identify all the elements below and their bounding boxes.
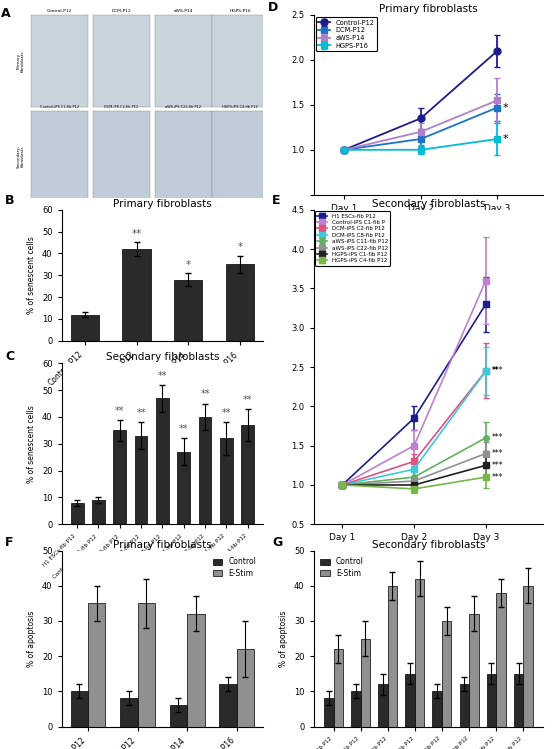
Text: Primary
fibroblasts: Primary fibroblasts bbox=[17, 50, 25, 72]
Bar bbox=[71, 691, 88, 727]
Bar bbox=[241, 425, 254, 524]
Bar bbox=[378, 685, 388, 727]
Bar bbox=[138, 604, 155, 727]
Bar bbox=[405, 674, 415, 727]
Text: aWS-iPS C22-fib P12: aWS-iPS C22-fib P12 bbox=[165, 105, 202, 109]
Bar bbox=[334, 649, 343, 727]
Bar bbox=[31, 15, 88, 107]
Bar bbox=[71, 503, 83, 524]
Title: Primary fibroblasts: Primary fibroblasts bbox=[379, 4, 478, 14]
Text: *: * bbox=[503, 134, 508, 144]
Bar bbox=[460, 685, 469, 727]
Legend: H1 ESCs-fib P12, Control-iPS C1-fib P, DCM-iPS C2-fib P12, DCM-iPS C8-fib P12, a: H1 ESCs-fib P12, Control-iPS C1-fib P, D… bbox=[315, 211, 390, 266]
Bar bbox=[92, 500, 105, 524]
Bar bbox=[199, 417, 212, 524]
Bar bbox=[178, 452, 190, 524]
Title: Secondary fibroblasts: Secondary fibroblasts bbox=[372, 199, 485, 209]
Bar bbox=[415, 579, 424, 727]
Bar bbox=[496, 592, 506, 727]
Bar bbox=[442, 621, 451, 727]
Bar bbox=[88, 604, 105, 727]
Text: D: D bbox=[268, 1, 278, 13]
Text: Control-P12: Control-P12 bbox=[47, 10, 72, 13]
Y-axis label: % of senescent cells: % of senescent cells bbox=[27, 237, 36, 314]
Text: **: ** bbox=[243, 395, 253, 405]
Text: ***: *** bbox=[492, 433, 503, 443]
Bar bbox=[170, 706, 187, 727]
Title: Secondary fibroblasts: Secondary fibroblasts bbox=[106, 353, 219, 363]
Bar bbox=[155, 111, 212, 202]
Text: Control-iPS C1-fib P12: Control-iPS C1-fib P12 bbox=[40, 105, 80, 109]
Bar bbox=[212, 15, 268, 107]
Text: ***: *** bbox=[492, 449, 503, 458]
Title: Secondary fibroblasts: Secondary fibroblasts bbox=[372, 540, 485, 550]
Text: **: ** bbox=[179, 425, 189, 434]
Title: Primary fibroblasts: Primary fibroblasts bbox=[113, 540, 212, 550]
Text: G: G bbox=[272, 536, 283, 550]
Bar bbox=[31, 111, 88, 202]
Text: B: B bbox=[5, 194, 15, 207]
Text: **: ** bbox=[492, 366, 500, 375]
Legend: Control, E-Stim: Control, E-Stim bbox=[318, 554, 367, 580]
Bar bbox=[71, 315, 99, 341]
Bar bbox=[155, 15, 212, 107]
Bar bbox=[220, 685, 237, 727]
Text: E: E bbox=[272, 194, 281, 207]
Bar bbox=[135, 436, 147, 524]
Text: ***: *** bbox=[492, 461, 503, 470]
Y-axis label: % of senescent cells: % of senescent cells bbox=[27, 405, 36, 482]
Bar bbox=[226, 264, 254, 341]
Bar bbox=[120, 698, 138, 727]
Text: *: * bbox=[237, 243, 242, 252]
Text: ***: *** bbox=[492, 366, 503, 375]
Bar bbox=[187, 614, 204, 727]
Bar bbox=[523, 586, 533, 727]
Text: HGPS-iPS C4-fib P12: HGPS-iPS C4-fib P12 bbox=[222, 105, 258, 109]
Text: **: ** bbox=[222, 408, 231, 418]
Bar bbox=[432, 691, 442, 727]
Text: *: * bbox=[503, 103, 508, 112]
Legend: Control, E-Stim: Control, E-Stim bbox=[210, 554, 259, 580]
Text: **: ** bbox=[132, 229, 142, 239]
Bar bbox=[351, 691, 361, 727]
Bar bbox=[212, 111, 268, 202]
Y-axis label: % of apoptosis: % of apoptosis bbox=[279, 610, 288, 667]
Text: C: C bbox=[5, 351, 14, 363]
Bar bbox=[514, 674, 523, 727]
Text: *: * bbox=[186, 260, 191, 270]
Text: DCM-P12: DCM-P12 bbox=[111, 10, 132, 13]
Bar bbox=[113, 431, 126, 524]
Text: **: ** bbox=[115, 406, 124, 416]
Text: HGPS-P16: HGPS-P16 bbox=[229, 10, 251, 13]
Title: Primary fibroblasts: Primary fibroblasts bbox=[113, 199, 212, 209]
Bar bbox=[93, 111, 150, 202]
Text: ***: *** bbox=[492, 473, 503, 482]
Bar bbox=[388, 586, 397, 727]
Legend: Control-P12, DCM-P12, aWS-P14, HGPS-P16: Control-P12, DCM-P12, aWS-P14, HGPS-P16 bbox=[316, 17, 377, 52]
Bar bbox=[123, 249, 151, 341]
Bar bbox=[156, 398, 169, 524]
Bar bbox=[469, 614, 479, 727]
Text: **: ** bbox=[158, 371, 167, 380]
Text: **: ** bbox=[200, 389, 210, 399]
Bar bbox=[324, 698, 334, 727]
Bar bbox=[361, 638, 370, 727]
Bar bbox=[220, 438, 233, 524]
Text: **: ** bbox=[136, 408, 146, 418]
Bar bbox=[174, 279, 202, 341]
Y-axis label: % of apoptosis: % of apoptosis bbox=[27, 610, 36, 667]
Bar bbox=[487, 674, 496, 727]
Text: F: F bbox=[5, 536, 13, 550]
Text: Secondary-
fibroblasts: Secondary- fibroblasts bbox=[17, 145, 25, 168]
Text: DCM-iPS C2-fib P12: DCM-iPS C2-fib P12 bbox=[104, 105, 139, 109]
Text: A: A bbox=[1, 7, 10, 20]
Bar bbox=[237, 649, 254, 727]
Text: aWS-P14: aWS-P14 bbox=[174, 10, 193, 13]
Bar bbox=[93, 15, 150, 107]
